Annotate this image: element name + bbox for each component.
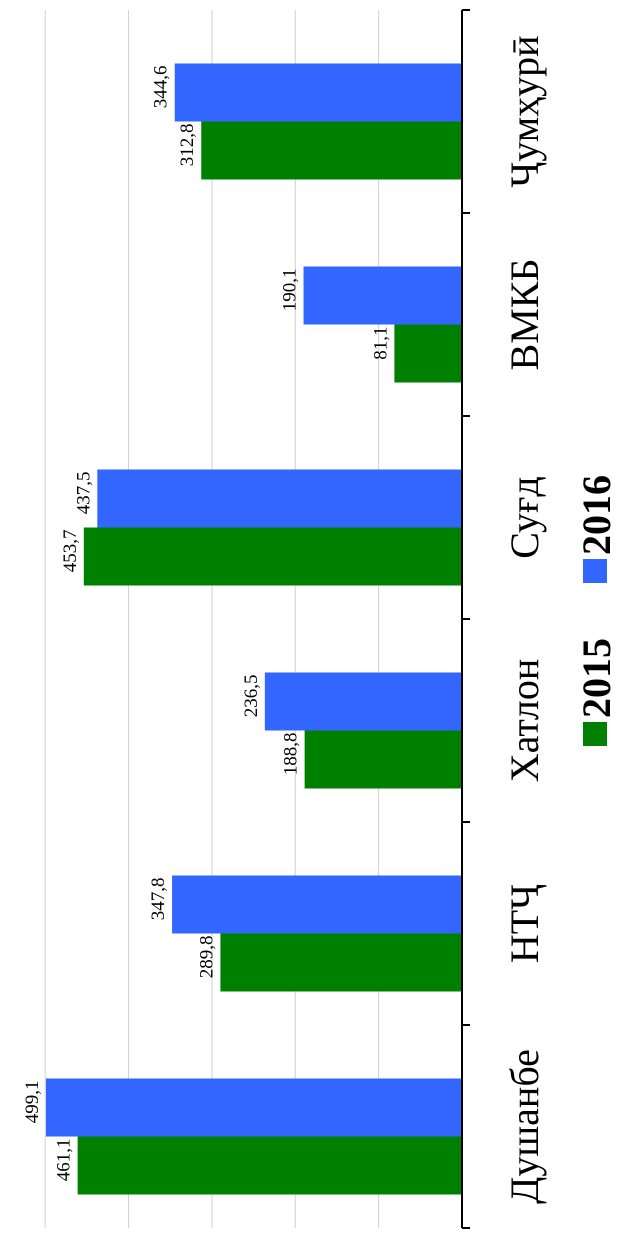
category-label-4: ВМКБ <box>502 259 547 371</box>
legend-label-2016: 2016 <box>574 475 619 555</box>
bar-2016-4 <box>303 266 462 325</box>
value-label-2016-4: 190,1 <box>280 269 301 312</box>
bar-2016-2 <box>264 672 462 731</box>
value-label-2015-1: 289,8 <box>196 936 217 979</box>
bar-2015-1 <box>220 933 462 992</box>
category-label-3: Суғд <box>502 476 547 558</box>
category-label-1: НТҶ <box>502 884 547 963</box>
legend-label-2015: 2015 <box>574 638 619 718</box>
value-label-2016-5: 344,6 <box>151 66 172 109</box>
value-label-2016-0: 499,1 <box>22 1081 43 1124</box>
bar-2016-3 <box>97 469 463 528</box>
value-label-2016-2: 236,5 <box>241 675 262 718</box>
value-label-2015-2: 188,8 <box>281 733 302 776</box>
category-axis <box>461 9 470 1229</box>
labels: 499,1 461,1 Душанбе 347,8 289,8 НТҶ 236,5 188,8… <box>22 35 547 1204</box>
legend-swatch-2015 <box>583 722 607 746</box>
bar-2016-1 <box>172 875 462 934</box>
legend-swatch-2016 <box>583 559 607 583</box>
bar-2015-2 <box>304 730 462 789</box>
bar-2016-5 <box>174 63 462 122</box>
bar-2015-5 <box>201 121 462 180</box>
category-label-0: Душанбе <box>502 1049 547 1204</box>
value-label-2015-0: 461,1 <box>54 1139 75 1182</box>
value-label-2016-3: 437,5 <box>73 472 94 515</box>
value-label-2015-3: 453,7 <box>60 530 81 573</box>
category-label-2: Хатлон <box>502 659 547 782</box>
category-label-5: Ҷумҳурӣ <box>502 35 547 187</box>
gridlines <box>44 10 380 1228</box>
bar-2016-0 <box>45 1078 462 1137</box>
bars <box>45 63 463 1195</box>
bar-2015-4 <box>394 324 462 383</box>
legend: 2015 2016 <box>574 475 619 746</box>
value-label-2016-1: 347,8 <box>148 878 169 921</box>
value-label-2015-4: 81,1 <box>370 327 391 360</box>
bar-2015-3 <box>83 527 462 586</box>
bar-2015-0 <box>77 1136 462 1195</box>
value-label-2015-5: 312,8 <box>177 124 198 167</box>
